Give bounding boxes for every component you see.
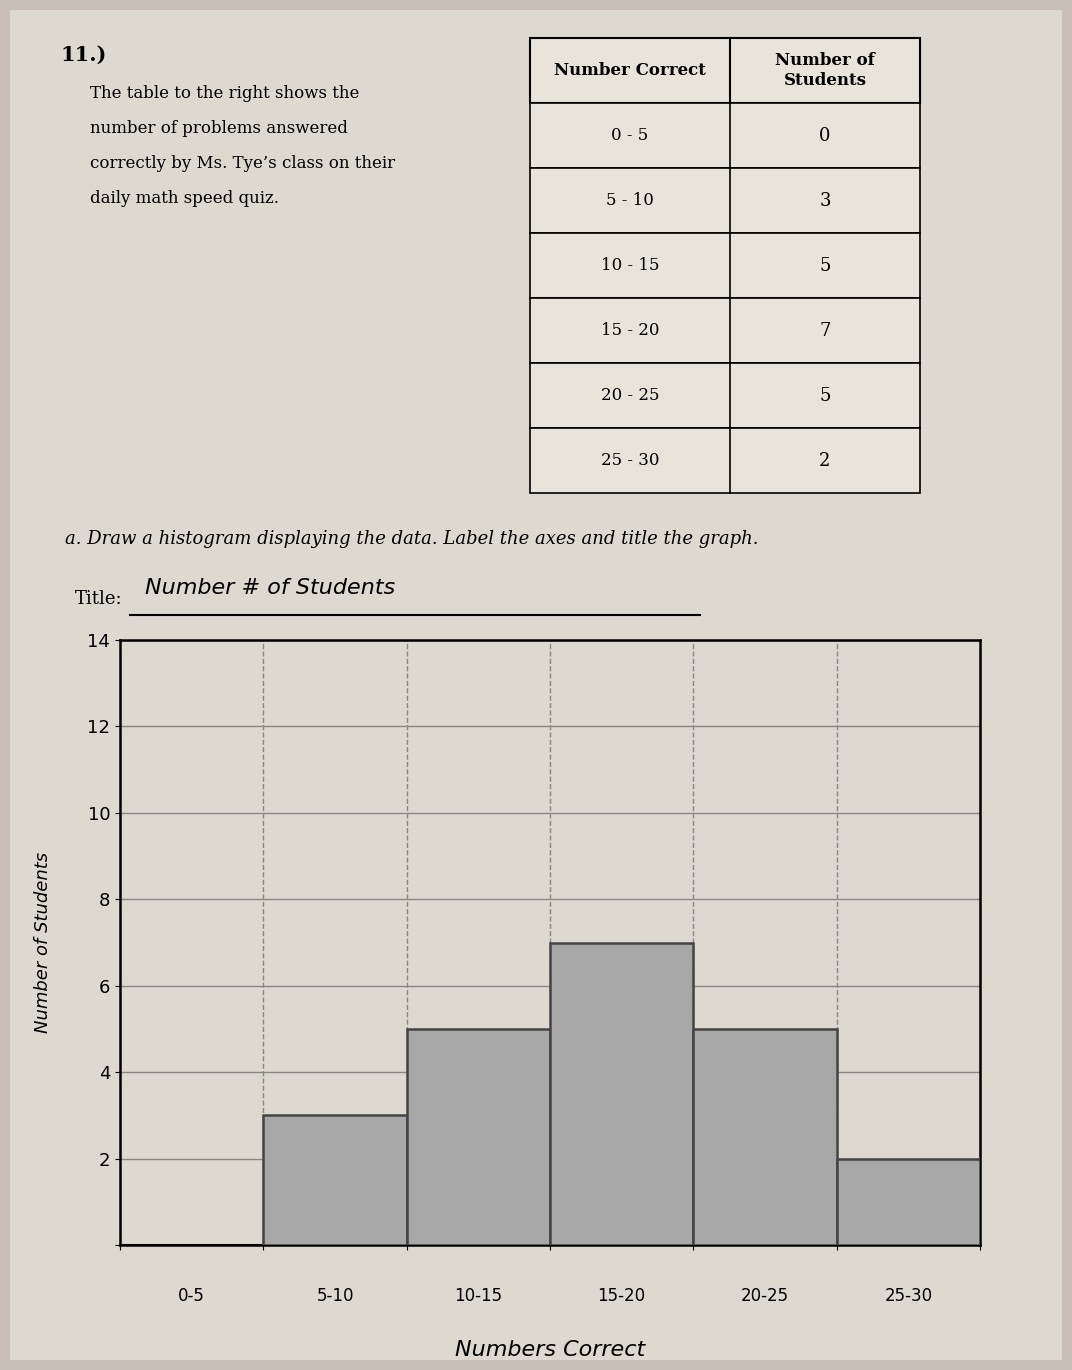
Text: correctly by Ms. Tye’s class on their: correctly by Ms. Tye’s class on their bbox=[90, 155, 396, 173]
Text: 7: 7 bbox=[819, 322, 831, 340]
Text: Number Correct: Number Correct bbox=[554, 62, 706, 79]
Text: 5-10: 5-10 bbox=[316, 1288, 354, 1306]
Text: The table to the right shows the: The table to the right shows the bbox=[90, 85, 359, 101]
Text: 15 - 20: 15 - 20 bbox=[600, 322, 659, 338]
Text: 0: 0 bbox=[819, 126, 831, 144]
Text: 0-5: 0-5 bbox=[178, 1288, 205, 1306]
Text: Title:: Title: bbox=[75, 590, 122, 608]
Text: 5: 5 bbox=[819, 256, 831, 274]
Text: 20-25: 20-25 bbox=[741, 1288, 789, 1306]
Bar bbox=[530, 233, 920, 299]
Text: 3: 3 bbox=[819, 192, 831, 210]
Bar bbox=[530, 169, 920, 233]
Text: Numbers Correct: Numbers Correct bbox=[455, 1340, 645, 1360]
Text: Number # of Students: Number # of Students bbox=[145, 578, 396, 597]
Text: 25 - 30: 25 - 30 bbox=[600, 452, 659, 469]
Text: daily math speed quiz.: daily math speed quiz. bbox=[90, 190, 279, 207]
Bar bbox=[836, 1159, 980, 1245]
Text: 25-30: 25-30 bbox=[884, 1288, 933, 1306]
Text: 5 - 10: 5 - 10 bbox=[606, 192, 654, 210]
Text: 20 - 25: 20 - 25 bbox=[600, 386, 659, 404]
Bar bbox=[694, 1029, 836, 1245]
Bar bbox=[550, 943, 694, 1245]
Text: Number of
Students: Number of Students bbox=[775, 52, 875, 89]
Bar bbox=[530, 299, 920, 363]
Bar bbox=[264, 1115, 406, 1245]
Text: a. Draw a histogram displaying the data. Label the axes and title the graph.: a. Draw a histogram displaying the data.… bbox=[65, 530, 759, 548]
Text: number of problems answered: number of problems answered bbox=[90, 121, 348, 137]
Text: 2: 2 bbox=[819, 452, 831, 470]
Text: 10-15: 10-15 bbox=[455, 1288, 503, 1306]
Text: 5: 5 bbox=[819, 386, 831, 404]
Text: 10 - 15: 10 - 15 bbox=[600, 258, 659, 274]
Text: Number of Students: Number of Students bbox=[33, 852, 51, 1033]
Bar bbox=[530, 103, 920, 169]
Text: 15-20: 15-20 bbox=[597, 1288, 645, 1306]
Bar bbox=[406, 1029, 550, 1245]
Text: 11.): 11.) bbox=[60, 45, 106, 64]
Bar bbox=[530, 427, 920, 493]
Bar bbox=[530, 38, 920, 103]
Bar bbox=[530, 363, 920, 427]
Text: 0 - 5: 0 - 5 bbox=[611, 127, 649, 144]
